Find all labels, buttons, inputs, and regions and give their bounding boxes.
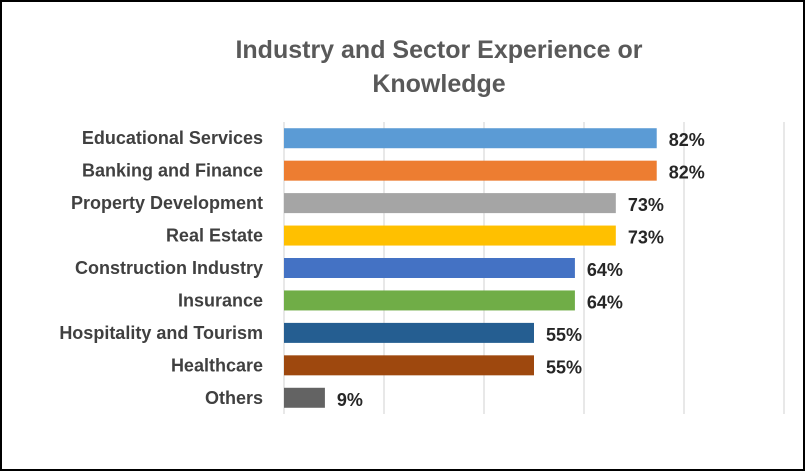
data-label: 73% [628,195,664,215]
bar [284,128,657,149]
data-label: 64% [587,292,623,312]
category-label: Hospitality and Tourism [59,323,263,343]
chart-title-line-1: Industry and Sector Experience or [235,36,642,64]
bar [284,290,575,311]
bar [284,160,657,181]
category-label: Banking and Finance [82,161,263,181]
bar [284,193,616,214]
data-label: 55% [546,357,582,377]
category-labels: Educational Services Banking and Finance P… [59,128,263,408]
category-label: Insurance [178,290,263,310]
data-label: 73% [628,228,664,248]
data-label: 55% [546,325,582,345]
bar [284,225,616,246]
category-label: Others [205,388,263,408]
bar [284,387,325,408]
bar [284,258,575,278]
category-label: Construction Industry [75,258,263,278]
category-label: Real Estate [166,226,263,246]
bars [284,128,657,408]
value-labels: 82%82%73%73%64%64%55%55%9% [337,130,705,410]
data-label: 82% [669,163,705,183]
bar [284,322,534,343]
data-label: 64% [587,260,623,280]
chart-title-line-2: Knowledge [372,70,505,98]
category-label: Property Development [71,193,263,213]
data-label: 9% [337,390,363,410]
bar [284,355,534,376]
data-label: 82% [669,130,705,150]
category-label: Healthcare [171,355,263,375]
category-label: Educational Services [82,128,263,148]
